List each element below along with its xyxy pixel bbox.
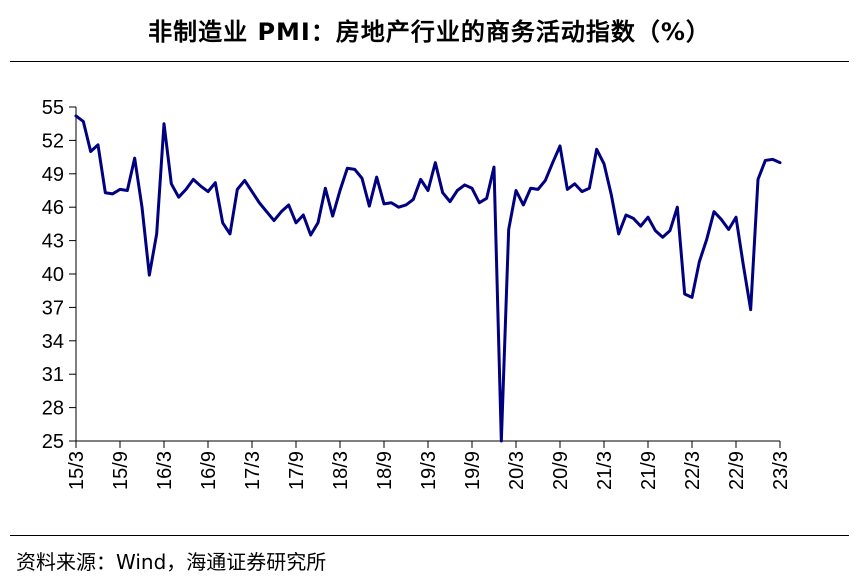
title-divider — [10, 61, 849, 62]
x-tick-label: 15/9 — [110, 451, 132, 490]
x-tick-label: 22/9 — [726, 451, 748, 490]
x-tick-label: 19/3 — [418, 451, 440, 490]
y-tick-label: 49 — [42, 164, 64, 186]
series-line — [74, 114, 782, 443]
x-tick-label: 18/9 — [374, 451, 396, 490]
y-tick-label: 40 — [42, 264, 64, 286]
y-axis-ticks: 25 28 31 34 37 40 43 46 49 52 55 — [42, 97, 76, 453]
y-tick-label: 31 — [42, 364, 64, 386]
x-tick-label: 20/9 — [550, 451, 572, 490]
x-tick-label: 16/9 — [198, 451, 220, 490]
y-tick-label: 43 — [42, 231, 64, 253]
x-tick-label: 21/9 — [638, 451, 660, 490]
y-tick-label: 25 — [42, 431, 64, 453]
x-tick-label: 15/3 — [66, 451, 88, 490]
chart-axes — [75, 107, 780, 442]
x-axis-ticks: 15/3 15/9 16/3 16/9 17/3 17/9 18/3 18/9 19/3 19/9… — [66, 441, 792, 490]
y-tick-label: 55 — [42, 97, 64, 119]
source-note: 资料来源：Wind，海通证券研究所 — [16, 550, 327, 574]
x-tick-label: 16/3 — [154, 451, 176, 490]
x-tick-label: 19/9 — [462, 451, 484, 490]
x-tick-label: 20/3 — [506, 451, 528, 490]
x-tick-label: 23/3 — [770, 451, 792, 490]
x-tick-label: 22/3 — [682, 451, 704, 490]
y-tick-label: 28 — [42, 398, 64, 420]
series-points — [75, 115, 781, 442]
x-tick-label: 17/9 — [286, 451, 308, 490]
x-tick-label: 21/3 — [594, 451, 616, 490]
source-divider — [10, 535, 849, 536]
y-tick-label: 37 — [42, 297, 64, 319]
y-tick-label: 46 — [42, 197, 64, 219]
x-tick-label: 17/3 — [242, 451, 264, 490]
y-tick-label: 52 — [42, 130, 64, 152]
chart-title: 非制造业 PMI：房地产行业的商务活动指数（%） — [148, 18, 711, 46]
y-tick-label: 34 — [42, 331, 64, 353]
x-tick-label: 18/3 — [330, 451, 352, 490]
